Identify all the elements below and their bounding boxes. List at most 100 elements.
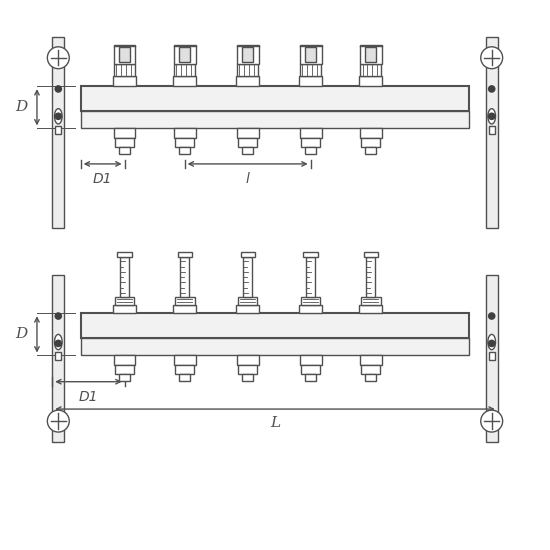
Bar xyxy=(305,374,316,381)
Bar xyxy=(113,76,136,86)
Bar xyxy=(488,352,495,360)
Bar xyxy=(81,338,469,355)
Bar xyxy=(114,297,134,305)
Bar xyxy=(179,47,190,62)
Bar xyxy=(173,305,196,314)
Ellipse shape xyxy=(488,334,496,350)
Bar xyxy=(486,37,498,228)
Bar xyxy=(119,147,130,153)
Bar xyxy=(300,128,322,138)
Bar xyxy=(299,76,322,86)
Circle shape xyxy=(488,339,496,347)
Bar xyxy=(365,147,376,153)
Bar xyxy=(120,257,129,297)
Bar xyxy=(113,355,135,365)
Ellipse shape xyxy=(488,109,496,124)
Bar xyxy=(359,76,382,86)
Bar xyxy=(360,128,382,138)
Bar xyxy=(305,147,316,153)
Bar xyxy=(237,64,258,76)
Bar xyxy=(364,252,378,257)
Text: D1: D1 xyxy=(79,390,98,404)
Bar xyxy=(175,365,194,374)
Ellipse shape xyxy=(54,109,62,124)
Bar xyxy=(175,297,195,305)
Bar xyxy=(365,47,376,62)
Text: l: l xyxy=(246,172,250,186)
Bar xyxy=(174,355,196,365)
Bar xyxy=(360,355,382,365)
Bar xyxy=(81,86,469,111)
Bar xyxy=(173,76,196,86)
Bar xyxy=(236,355,258,365)
Bar xyxy=(360,45,382,64)
Bar xyxy=(81,314,469,338)
Bar xyxy=(52,275,64,442)
Bar xyxy=(174,128,196,138)
Bar xyxy=(242,47,253,62)
Bar xyxy=(300,64,321,76)
Bar xyxy=(238,297,257,305)
Bar xyxy=(119,374,130,381)
Bar xyxy=(174,64,195,76)
Bar xyxy=(117,252,131,257)
Bar xyxy=(55,126,62,134)
Bar xyxy=(301,297,321,305)
Bar xyxy=(366,257,375,297)
Bar xyxy=(361,138,380,147)
Bar xyxy=(55,352,62,360)
Ellipse shape xyxy=(54,334,62,350)
Bar xyxy=(115,365,134,374)
Bar xyxy=(119,47,130,62)
Bar xyxy=(299,305,322,314)
Bar xyxy=(240,252,255,257)
Bar xyxy=(305,47,316,62)
Bar xyxy=(113,128,135,138)
Circle shape xyxy=(54,312,62,320)
Circle shape xyxy=(54,339,62,347)
Circle shape xyxy=(488,312,496,320)
Bar xyxy=(113,305,136,314)
Bar xyxy=(236,45,258,64)
Circle shape xyxy=(47,47,69,69)
Bar xyxy=(486,275,498,442)
Bar xyxy=(236,305,259,314)
Bar xyxy=(361,365,380,374)
Bar xyxy=(178,252,192,257)
Text: L: L xyxy=(270,416,280,430)
Bar xyxy=(180,257,189,297)
Circle shape xyxy=(481,47,503,69)
Bar xyxy=(301,138,320,147)
Bar xyxy=(300,45,322,64)
Bar xyxy=(175,138,194,147)
Bar xyxy=(179,374,190,381)
Bar xyxy=(242,147,253,153)
Circle shape xyxy=(47,410,69,432)
Bar xyxy=(236,128,258,138)
Bar xyxy=(359,305,382,314)
Circle shape xyxy=(488,113,496,120)
Bar xyxy=(361,297,381,305)
Bar xyxy=(360,64,381,76)
Bar xyxy=(242,374,253,381)
Text: D1: D1 xyxy=(93,172,112,186)
Bar xyxy=(238,138,257,147)
Circle shape xyxy=(481,410,503,432)
Bar xyxy=(238,365,257,374)
Bar xyxy=(174,45,196,64)
Text: D: D xyxy=(15,327,28,342)
Circle shape xyxy=(54,85,62,93)
Bar xyxy=(179,147,190,153)
Text: D: D xyxy=(15,100,28,114)
Bar xyxy=(306,257,315,297)
Bar xyxy=(304,252,318,257)
Bar xyxy=(365,374,376,381)
Bar xyxy=(81,111,469,128)
Bar xyxy=(115,138,134,147)
Bar xyxy=(301,365,320,374)
Bar xyxy=(114,64,135,76)
Bar xyxy=(113,45,135,64)
Bar xyxy=(52,37,64,228)
Circle shape xyxy=(54,113,62,120)
Circle shape xyxy=(488,85,496,93)
